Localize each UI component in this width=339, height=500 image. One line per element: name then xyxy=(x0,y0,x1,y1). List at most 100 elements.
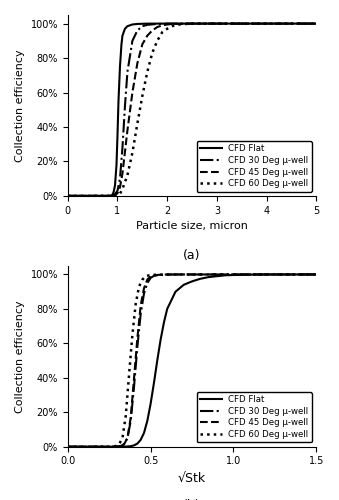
CFD 45 Deg μ-well xyxy=(113,192,117,198)
CFD Flat xyxy=(66,444,70,450)
CFD 60 Deg μ-well xyxy=(131,332,135,338)
CFD 60 Deg μ-well xyxy=(165,272,169,278)
CFD Flat xyxy=(116,132,120,138)
CFD Flat xyxy=(155,358,159,364)
X-axis label: Particle size, micron: Particle size, micron xyxy=(136,221,248,231)
CFD 30 Deg μ-well xyxy=(232,272,236,278)
CFD 60 Deg μ-well xyxy=(134,301,138,307)
CFD 30 Deg μ-well xyxy=(120,144,124,150)
CFD Flat xyxy=(120,32,124,38)
Text: (a): (a) xyxy=(183,248,201,262)
Line: CFD Flat: CFD Flat xyxy=(68,274,316,446)
CFD 45 Deg μ-well xyxy=(66,193,70,199)
CFD Flat xyxy=(113,182,117,188)
CFD 30 Deg μ-well xyxy=(157,272,161,278)
CFD 60 Deg μ-well xyxy=(117,441,121,447)
CFD 30 Deg μ-well xyxy=(139,311,143,317)
Y-axis label: Collection efficiency: Collection efficiency xyxy=(15,300,25,412)
CFD 45 Deg μ-well xyxy=(135,335,139,341)
CFD 30 Deg μ-well xyxy=(165,272,169,278)
CFD 30 Deg μ-well xyxy=(125,69,129,75)
CFD Flat xyxy=(165,306,169,312)
CFD 45 Deg μ-well xyxy=(155,24,159,30)
CFD Flat xyxy=(109,192,114,198)
CFD 45 Deg μ-well xyxy=(139,302,143,308)
Legend: CFD Flat, CFD 30 Deg μ-well, CFD 45 Deg μ-well, CFD 60 Deg μ-well: CFD Flat, CFD 30 Deg μ-well, CFD 45 Deg … xyxy=(197,141,312,192)
CFD 45 Deg μ-well xyxy=(140,42,144,48)
CFD 30 Deg μ-well xyxy=(108,192,112,198)
CFD Flat xyxy=(116,98,120,104)
CFD Flat xyxy=(198,276,202,282)
CFD Flat xyxy=(215,20,219,26)
CFD Flat xyxy=(142,430,146,436)
CFD 30 Deg μ-well xyxy=(314,272,318,278)
CFD Flat xyxy=(115,162,119,168)
CFD 60 Deg μ-well xyxy=(116,192,120,198)
CFD Flat xyxy=(66,193,70,199)
CFD Flat xyxy=(248,272,252,278)
CFD Flat xyxy=(174,288,178,294)
Line: CFD 30 Deg μ-well: CFD 30 Deg μ-well xyxy=(68,274,316,446)
CFD 30 Deg μ-well xyxy=(190,20,194,26)
CFD 45 Deg μ-well xyxy=(108,193,112,199)
CFD Flat xyxy=(155,20,159,26)
CFD 60 Deg μ-well xyxy=(147,272,151,278)
CFD 60 Deg μ-well xyxy=(170,23,174,29)
CFD 30 Deg μ-well xyxy=(122,441,126,447)
CFD 30 Deg μ-well xyxy=(145,280,149,286)
CFD 30 Deg μ-well xyxy=(314,20,318,26)
CFD 45 Deg μ-well xyxy=(142,286,146,292)
CFD 30 Deg μ-well xyxy=(140,23,144,29)
CFD 45 Deg μ-well xyxy=(170,21,174,27)
CFD 60 Deg μ-well xyxy=(314,20,318,26)
CFD Flat xyxy=(232,272,236,278)
CFD 45 Deg μ-well xyxy=(148,273,153,279)
CFD Flat xyxy=(165,20,169,26)
CFD 30 Deg μ-well xyxy=(142,290,146,296)
CFD Flat xyxy=(135,440,139,446)
CFD 45 Deg μ-well xyxy=(131,90,135,96)
CFD Flat xyxy=(159,337,163,343)
CFD 45 Deg μ-well xyxy=(66,444,70,450)
CFD 30 Deg μ-well xyxy=(111,192,115,198)
CFD 60 Deg μ-well xyxy=(120,435,124,441)
CFD 60 Deg μ-well xyxy=(127,372,131,378)
CFD Flat xyxy=(162,320,166,326)
CFD 60 Deg μ-well xyxy=(66,193,70,199)
CFD 45 Deg μ-well xyxy=(160,22,164,28)
CFD 60 Deg μ-well xyxy=(137,284,141,290)
CFD 45 Deg μ-well xyxy=(118,184,122,190)
CFD 60 Deg μ-well xyxy=(111,193,115,199)
CFD 45 Deg μ-well xyxy=(132,375,136,381)
CFD 30 Deg μ-well xyxy=(182,272,186,278)
CFD 60 Deg μ-well xyxy=(198,272,202,278)
CFD 60 Deg μ-well xyxy=(135,120,139,126)
CFD 30 Deg μ-well xyxy=(119,443,123,449)
CFD 45 Deg μ-well xyxy=(129,414,133,420)
CFD 30 Deg μ-well xyxy=(135,344,139,350)
CFD 60 Deg μ-well xyxy=(155,38,159,44)
CFD 30 Deg μ-well xyxy=(112,444,116,450)
CFD 30 Deg μ-well xyxy=(66,193,70,199)
CFD 45 Deg μ-well xyxy=(145,32,149,38)
CFD 60 Deg μ-well xyxy=(66,444,70,450)
CFD 45 Deg μ-well xyxy=(125,128,129,134)
CFD Flat xyxy=(314,272,318,278)
CFD Flat xyxy=(190,278,194,284)
CFD 60 Deg μ-well xyxy=(107,444,111,450)
CFD 30 Deg μ-well xyxy=(113,191,117,197)
X-axis label: √Stk: √Stk xyxy=(178,472,206,485)
CFD 30 Deg μ-well xyxy=(132,384,136,390)
CFD 60 Deg μ-well xyxy=(118,191,122,197)
CFD Flat xyxy=(132,442,136,448)
CFD Flat xyxy=(105,193,109,199)
CFD 60 Deg μ-well xyxy=(111,444,115,450)
CFD 45 Deg μ-well xyxy=(112,444,116,450)
CFD 45 Deg μ-well xyxy=(157,272,161,278)
CFD 45 Deg μ-well xyxy=(150,28,154,34)
CFD 45 Deg μ-well xyxy=(165,272,169,278)
CFD 60 Deg μ-well xyxy=(157,272,161,278)
Line: CFD 60 Deg μ-well: CFD 60 Deg μ-well xyxy=(68,274,316,446)
CFD Flat xyxy=(190,20,194,26)
CFD 30 Deg μ-well xyxy=(125,435,129,441)
